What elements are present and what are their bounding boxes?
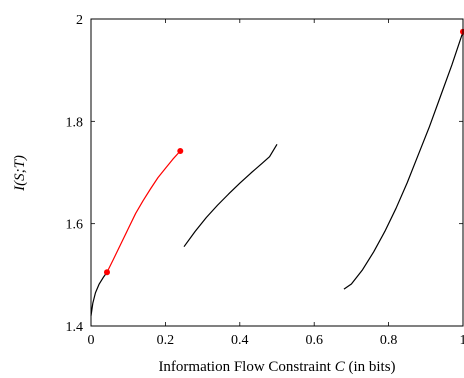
series-line-1 [90, 271, 108, 316]
y-tick-label-1: 1.6 [66, 218, 84, 233]
series-line-3 [183, 144, 278, 248]
x-tick-label-4: 0.8 [380, 333, 398, 348]
x-axis-label-var: C [335, 359, 346, 375]
marker-layer [103, 28, 464, 276]
series-layer [90, 31, 464, 316]
y-tick-label-0: 1.4 [66, 320, 84, 335]
x-tick-label-3: 0.6 [305, 333, 323, 348]
x-tick-label-5: 1 [460, 333, 464, 348]
data-point-marker-1 [103, 269, 110, 276]
x-tick-label-2: 0.4 [231, 333, 249, 348]
x-tick-label-0: 0 [88, 333, 95, 348]
x-axis-label: Information Flow Constraint C (in bits) [158, 359, 395, 375]
x-axis-label-prefix: Information Flow Constraint [158, 359, 334, 375]
y-tick-label-2: 1.8 [66, 115, 84, 130]
y-axis-label: I(S;T) [12, 155, 28, 192]
plot-frame [90, 18, 464, 327]
series-line-2 [106, 150, 181, 273]
x-axis-label-suffix: (in bits) [345, 359, 396, 375]
y-tick-label-3: 2 [76, 13, 83, 28]
x-tick-label-1: 0.2 [157, 333, 175, 348]
tick-layer: 0 0.2 0.4 0.6 0.8 1 1.4 1.6 1.8 2 [66, 13, 464, 348]
data-point-marker-2 [177, 148, 184, 155]
series-line-4 [343, 31, 464, 290]
